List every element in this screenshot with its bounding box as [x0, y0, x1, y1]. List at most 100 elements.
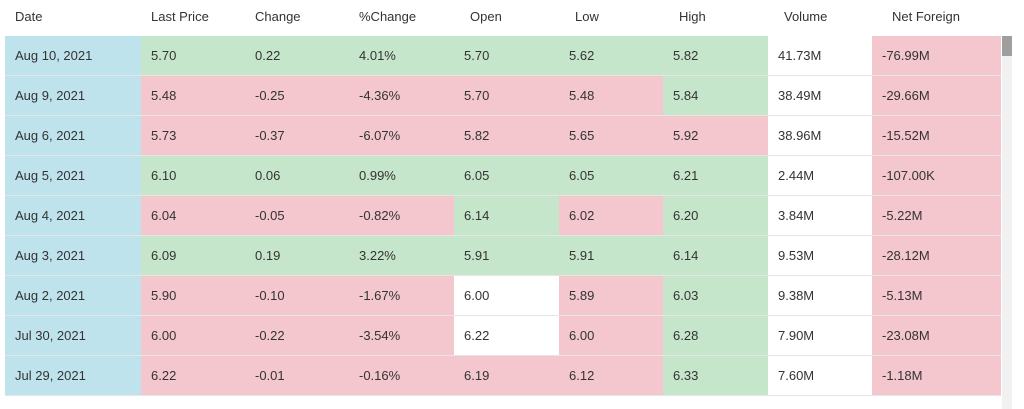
cell-high: 5.82 [663, 36, 768, 76]
cell-open: 6.14 [454, 196, 559, 236]
cell-volume: 7.60M [768, 356, 872, 396]
cell-net-foreign: -1.18M [872, 356, 1001, 396]
cell-volume: 38.96M [768, 116, 872, 156]
cell-low: 5.62 [559, 36, 663, 76]
table-row[interactable]: Aug 6, 2021 5.73 -0.37 -6.07% 5.82 5.65 5.92 38… [5, 116, 1001, 156]
table-row[interactable]: Aug 5, 2021 6.10 0.06 0.99% 6.05 6.05 6.21 2.44… [5, 156, 1001, 196]
cell-change: 0.22 [245, 36, 349, 76]
cell-date: Aug 4, 2021 [5, 196, 141, 236]
cell-net-foreign: -76.99M [872, 36, 1001, 76]
cell-high: 5.92 [663, 116, 768, 156]
cell-date: Aug 5, 2021 [5, 156, 141, 196]
cell-change: -0.37 [245, 116, 349, 156]
scrollbar-thumb[interactable] [1002, 36, 1012, 56]
cell-percent-change: -1.67% [349, 276, 454, 316]
cell-high: 6.03 [663, 276, 768, 316]
cell-low: 6.12 [559, 356, 663, 396]
cell-open: 6.22 [454, 316, 559, 356]
cell-low: 6.00 [559, 316, 663, 356]
cell-last-price: 6.09 [141, 236, 245, 276]
cell-low: 6.02 [559, 196, 663, 236]
cell-date: Jul 30, 2021 [5, 316, 141, 356]
table-row[interactable]: Jul 30, 2021 6.00 -0.22 -3.54% 6.22 6.00 6.28 7… [5, 316, 1001, 356]
cell-high: 6.28 [663, 316, 768, 356]
cell-change: -0.05 [245, 196, 349, 236]
table-body: Aug 10, 2021 5.70 0.22 4.01% 5.70 5.62 5.82 41.… [5, 36, 1001, 409]
cell-net-foreign: -23.08M [872, 316, 1001, 356]
cell-low: 5.89 [559, 276, 663, 316]
header-date[interactable]: Date [15, 9, 43, 24]
cell-high: 6.20 [663, 196, 768, 236]
cell-open: 5.70 [454, 76, 559, 116]
cell-low: 5.91 [559, 236, 663, 276]
header-low[interactable]: Low [575, 9, 599, 24]
cell-percent-change: 4.01% [349, 36, 454, 76]
cell-date: Jul 29, 2021 [5, 356, 141, 396]
cell-date: Aug 3, 2021 [5, 236, 141, 276]
cell-last-price: 6.22 [141, 356, 245, 396]
cell-last-price: 5.70 [141, 36, 245, 76]
cell-percent-change: 3.22% [349, 236, 454, 276]
table-row[interactable]: Aug 9, 2021 5.48 -0.25 -4.36% 5.70 5.48 5.84 38… [5, 76, 1001, 116]
cell-change: -0.10 [245, 276, 349, 316]
price-history-table: Date Last Price Change %Change Open Low … [5, 0, 1015, 409]
cell-change: -0.22 [245, 316, 349, 356]
cell-high: 6.14 [663, 236, 768, 276]
cell-volume: 38.49M [768, 76, 872, 116]
cell-percent-change: -6.07% [349, 116, 454, 156]
cell-last-price: 5.73 [141, 116, 245, 156]
cell-open: 6.19 [454, 356, 559, 396]
cell-open: 6.05 [454, 156, 559, 196]
cell-volume: 7.90M [768, 316, 872, 356]
table-row[interactable]: Aug 2, 2021 5.90 -0.10 -1.67% 6.00 5.89 6.03 9.… [5, 276, 1001, 316]
cell-volume: 2.44M [768, 156, 872, 196]
cell-low: 6.05 [559, 156, 663, 196]
cell-date: Aug 6, 2021 [5, 116, 141, 156]
table-row[interactable]: Aug 10, 2021 5.70 0.22 4.01% 5.70 5.62 5.82 41.… [5, 36, 1001, 76]
cell-net-foreign: -5.13M [872, 276, 1001, 316]
cell-volume: 3.84M [768, 196, 872, 236]
cell-open: 5.82 [454, 116, 559, 156]
cell-open: 5.91 [454, 236, 559, 276]
cell-open: 6.00 [454, 276, 559, 316]
cell-change: -0.01 [245, 356, 349, 396]
cell-last-price: 6.04 [141, 196, 245, 236]
header-high[interactable]: High [679, 9, 706, 24]
cell-open: 5.70 [454, 36, 559, 76]
header-change[interactable]: Change [255, 9, 301, 24]
cell-volume: 41.73M [768, 36, 872, 76]
cell-net-foreign: -29.66M [872, 76, 1001, 116]
cell-change: 0.19 [245, 236, 349, 276]
cell-percent-change: -4.36% [349, 76, 454, 116]
cell-percent-change: 0.99% [349, 156, 454, 196]
cell-volume: 9.38M [768, 276, 872, 316]
table-row[interactable]: Aug 4, 2021 6.04 -0.05 -0.82% 6.14 6.02 6.20 3.… [5, 196, 1001, 236]
cell-date: Aug 9, 2021 [5, 76, 141, 116]
cell-last-price: 5.90 [141, 276, 245, 316]
header-net-foreign[interactable]: Net Foreign [892, 9, 960, 24]
vertical-scrollbar[interactable] [1002, 36, 1012, 409]
cell-high: 6.33 [663, 356, 768, 396]
table-row[interactable]: Jul 29, 2021 6.22 -0.01 -0.16% 6.19 6.12 6.33 7… [5, 356, 1001, 396]
cell-last-price: 6.10 [141, 156, 245, 196]
cell-date: Aug 10, 2021 [5, 36, 141, 76]
cell-last-price: 6.00 [141, 316, 245, 356]
cell-percent-change: -3.54% [349, 316, 454, 356]
cell-high: 5.84 [663, 76, 768, 116]
cell-percent-change: -0.16% [349, 356, 454, 396]
cell-volume: 9.53M [768, 236, 872, 276]
cell-date: Aug 2, 2021 [5, 276, 141, 316]
cell-change: -0.25 [245, 76, 349, 116]
cell-low: 5.48 [559, 76, 663, 116]
table-row[interactable]: Aug 3, 2021 6.09 0.19 3.22% 5.91 5.91 6.14 9.53… [5, 236, 1001, 276]
header-volume[interactable]: Volume [784, 9, 828, 24]
cell-net-foreign: -5.22M [872, 196, 1001, 236]
cell-change: 0.06 [245, 156, 349, 196]
cell-percent-change: -0.82% [349, 196, 454, 236]
header-last-price[interactable]: Last Price [151, 9, 209, 24]
header-open[interactable]: Open [470, 9, 502, 24]
cell-high: 6.21 [663, 156, 768, 196]
header-percent-change[interactable]: %Change [359, 9, 417, 24]
cell-net-foreign: -28.12M [872, 236, 1001, 276]
cell-last-price: 5.48 [141, 76, 245, 116]
